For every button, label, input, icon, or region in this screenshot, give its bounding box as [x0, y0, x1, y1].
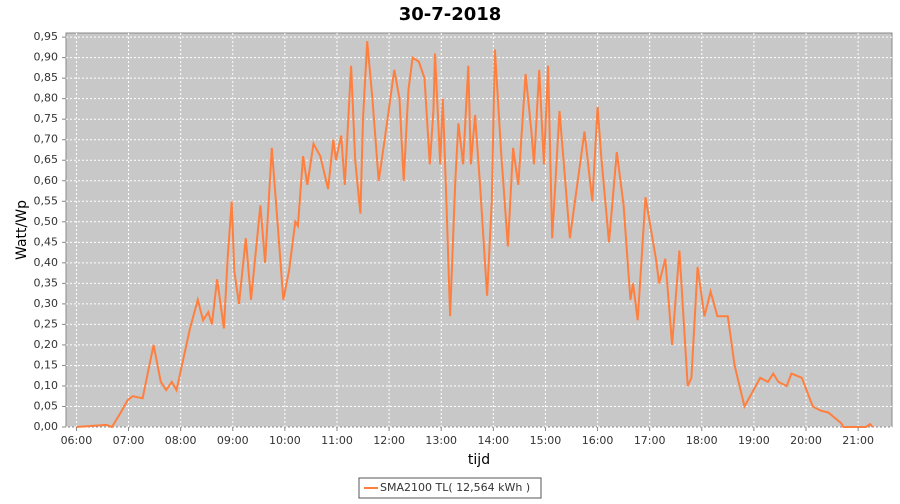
y-tick-label: 0,90	[34, 51, 59, 64]
y-tick-label: 0,95	[34, 30, 59, 43]
y-tick-label: 0,70	[34, 133, 59, 146]
x-tick-label: 13:00	[425, 434, 457, 447]
x-tick-label: 19:00	[738, 434, 770, 447]
legend-label: SMA2100 TL( 12,564 kWh )	[380, 481, 530, 494]
x-tick-label: 20:00	[790, 434, 822, 447]
chart-title: 30-7-2018	[399, 4, 502, 25]
y-tick-label: 0,00	[34, 420, 59, 433]
x-tick-label: 09:00	[217, 434, 249, 447]
x-tick-label: 06:00	[61, 434, 93, 447]
y-tick-label: 0,45	[34, 235, 59, 248]
y-tick-label: 0,60	[34, 174, 59, 187]
y-tick-label: 0,25	[34, 317, 59, 330]
x-axis-label: tijd	[468, 452, 490, 468]
x-tick-label: 15:00	[530, 434, 562, 447]
x-tick-label: 18:00	[686, 434, 718, 447]
x-tick-label: 16:00	[582, 434, 614, 447]
y-tick-label: 0,85	[34, 71, 59, 84]
y-tick-label: 0,30	[34, 297, 59, 310]
x-tick-label: 14:00	[477, 434, 509, 447]
x-tick-label: 08:00	[165, 434, 197, 447]
y-tick-label: 0,80	[34, 92, 59, 105]
plot-area	[65, 32, 893, 428]
y-axis-label: Watt/Wp	[14, 200, 30, 260]
data-line	[76, 41, 874, 429]
y-tick-label: 0,10	[34, 379, 59, 392]
x-tick-label: 21:00	[842, 434, 874, 447]
x-tick-label: 11:00	[321, 434, 353, 447]
x-tick-label: 17:00	[634, 434, 666, 447]
legend-box	[358, 477, 542, 499]
x-tick-label: 12:00	[373, 434, 405, 447]
y-tick-label: 0,55	[34, 194, 59, 207]
x-tick-label: 10:00	[269, 434, 301, 447]
y-tick-label: 0,50	[34, 215, 59, 228]
x-tick-label: 07:00	[113, 434, 145, 447]
y-tick-label: 0,65	[34, 153, 59, 166]
y-tick-label: 0,75	[34, 112, 59, 125]
y-tick-label: 0,05	[34, 399, 59, 412]
y-tick-label: 0,20	[34, 338, 59, 351]
y-tick-label: 0,40	[34, 256, 59, 269]
y-tick-label: 0,35	[34, 276, 59, 289]
y-tick-label: 0,15	[34, 358, 59, 371]
